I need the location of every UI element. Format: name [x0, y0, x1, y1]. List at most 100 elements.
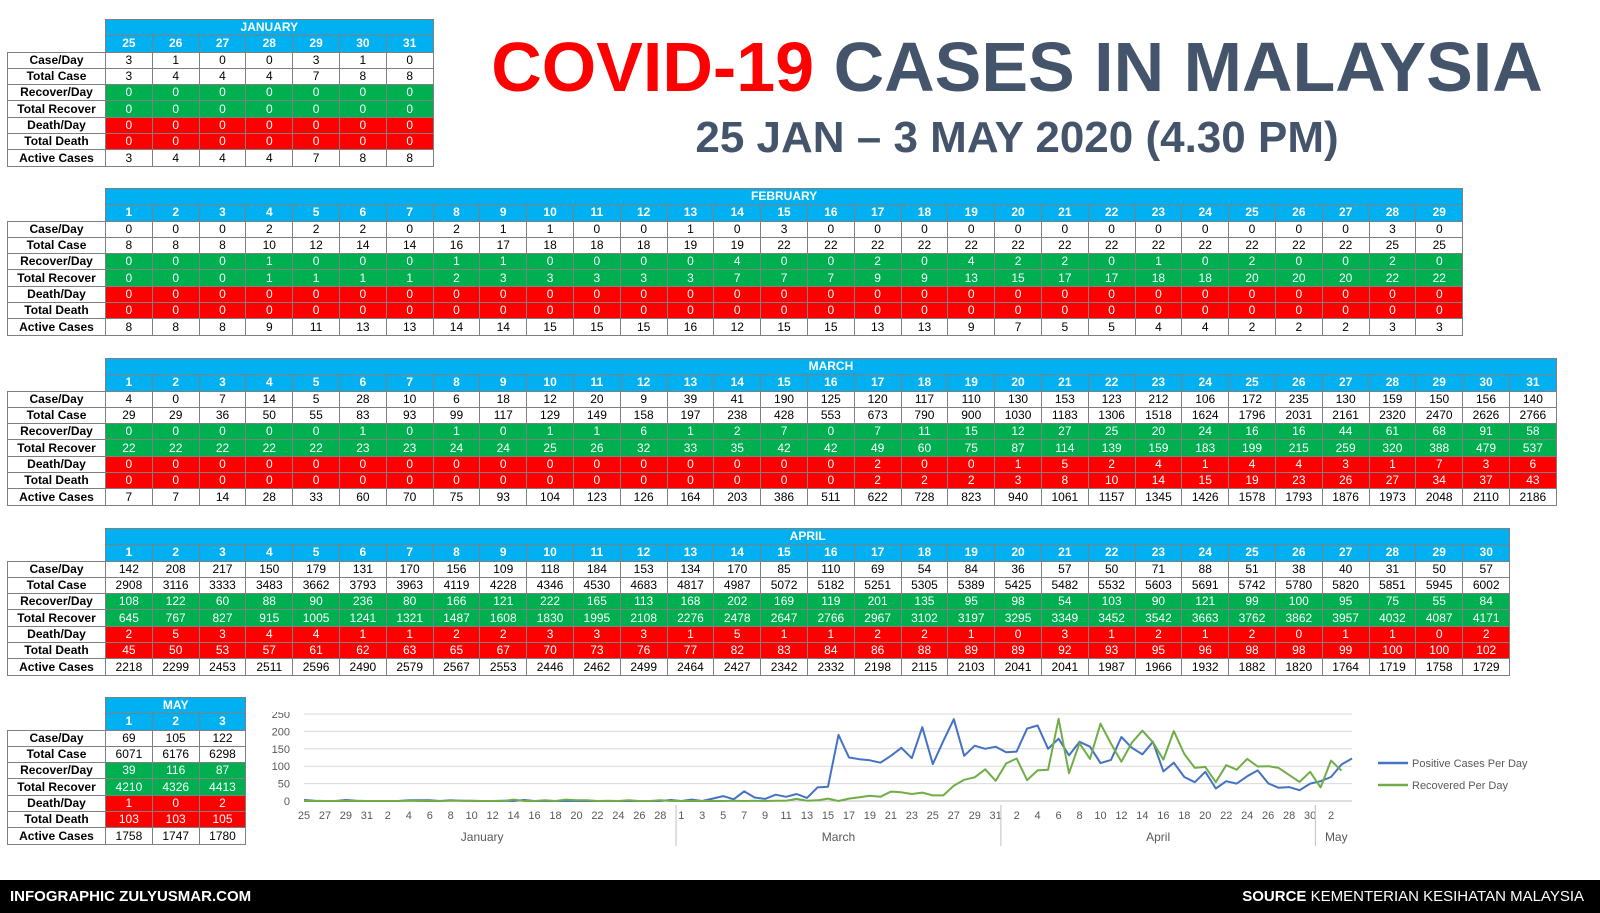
- table-cell: 7: [105, 488, 153, 506]
- table-cell: 0: [853, 285, 902, 304]
- table-cell: 4228: [479, 576, 528, 595]
- table-cell: 14: [385, 236, 434, 255]
- day-header: 10: [526, 204, 574, 222]
- table-cell: 511: [806, 488, 855, 506]
- table-cell: 0: [198, 133, 247, 151]
- x-tick-label: 4: [1035, 810, 1041, 822]
- table-cell: 0: [526, 285, 574, 304]
- day-header: 26: [1274, 204, 1323, 222]
- table-cell: 20: [572, 390, 621, 408]
- blank-cell: [8, 36, 106, 52]
- x-tick-label: 2: [385, 810, 391, 822]
- table-cell: 1: [1321, 625, 1370, 644]
- table-cell: 1518: [1134, 406, 1183, 425]
- x-tick-label: 8: [1076, 810, 1082, 822]
- table-cell: 0: [1274, 220, 1323, 238]
- table-cell: 12: [526, 390, 574, 408]
- row-label: Death/Day: [7, 625, 106, 644]
- table-cell: 0: [198, 100, 247, 118]
- y-tick-label: 100: [272, 761, 290, 773]
- table-cell: 2: [292, 220, 340, 238]
- table-cell: 0: [198, 253, 247, 271]
- table-cell: 0: [385, 51, 434, 69]
- table-cell: 18: [1134, 269, 1183, 287]
- table-cell: 8: [105, 236, 153, 255]
- table-cell: 158: [619, 406, 668, 425]
- table-cell: 0: [1134, 302, 1183, 320]
- table-cell: 68: [1415, 423, 1464, 441]
- day-header: 19: [947, 544, 996, 562]
- table-cell: 117: [479, 406, 528, 425]
- table-cell: 0: [1274, 285, 1323, 304]
- table-cell: 3: [105, 67, 153, 86]
- table-cell: 0: [198, 269, 247, 287]
- table-cell: 50: [1415, 560, 1464, 578]
- table-cell: 940: [994, 488, 1042, 506]
- x-tick-label: 25: [298, 810, 310, 822]
- table-cell: 4032: [1368, 609, 1417, 627]
- table-cell: 22: [853, 236, 902, 255]
- table-cell: 123: [572, 488, 621, 506]
- table-cell: 19: [1228, 472, 1276, 490]
- table-cell: 98: [1228, 642, 1276, 660]
- blank-cell: [8, 545, 106, 561]
- day-header: 2: [151, 204, 200, 222]
- table-row: Total Case 29 29 36 50 55 83 93 99 117 129 149 158 19…: [7, 406, 1557, 425]
- month-title: FEBRUARY: [104, 187, 1464, 206]
- row-label: Total Death: [7, 642, 106, 660]
- table-cell: 4: [105, 390, 153, 408]
- table-cell: 165: [572, 593, 621, 611]
- day-header: 27: [198, 35, 247, 53]
- table-cell: 62: [338, 642, 387, 660]
- table-cell: 0: [760, 302, 808, 320]
- x-tick-label: 16: [1157, 810, 1169, 822]
- table-cell: 0: [338, 285, 387, 304]
- table-cell: 0: [245, 455, 294, 474]
- table-cell: 0: [105, 472, 153, 490]
- table-cell: 38: [1274, 560, 1323, 578]
- table-row: Recover/Day 108 122 60 88 90 236 80 166 121 222 165…: [7, 593, 1511, 611]
- table-cell: 5780: [1274, 576, 1323, 595]
- day-header: 10: [526, 374, 574, 392]
- row-label: Total Case: [7, 576, 106, 595]
- table-cell: 29: [105, 406, 153, 425]
- table-cell: 45: [105, 642, 153, 660]
- table-cell: 2: [1462, 625, 1511, 644]
- table-cell: 26: [572, 439, 621, 457]
- table-cell: 1: [526, 220, 574, 238]
- day-header: 15: [760, 204, 808, 222]
- table-cell: 2: [713, 423, 762, 441]
- table-cell: 10: [1087, 472, 1136, 490]
- table-cell: 5945: [1415, 576, 1464, 595]
- table-cell: 22: [1087, 236, 1136, 255]
- table-cell: 2553: [479, 658, 528, 676]
- x-tick-label: 11: [780, 810, 791, 822]
- row-label: Recover/Day: [7, 253, 106, 271]
- table-cell: 93: [1087, 642, 1136, 660]
- table-cell: 0: [385, 100, 434, 118]
- table-cell: 0: [151, 285, 200, 304]
- table-cell: 1882: [1228, 658, 1276, 676]
- table-cell: 22: [1415, 269, 1464, 287]
- table-cell: 28: [338, 390, 387, 408]
- day-header-row: 1 2 3 4 5 6 7 8 9 10 11 12 13 14 15 16 17 18 19 20 21 22 23 24 2…: [8, 204, 1464, 222]
- table-cell: 4119: [432, 576, 481, 595]
- table-cell: 82: [713, 642, 762, 660]
- day-header: 9: [479, 374, 528, 392]
- table-cell: 170: [713, 560, 762, 578]
- table-cell: 1: [666, 423, 715, 441]
- table-cell: 2: [1368, 253, 1417, 271]
- day-header: 16: [806, 204, 855, 222]
- table-cell: 4683: [619, 576, 668, 595]
- table-cell: 5389: [947, 576, 996, 595]
- table-cell: 103: [151, 811, 200, 829]
- day-header: 18: [900, 374, 949, 392]
- table-cell: 4171: [1462, 609, 1511, 627]
- table-cell: 5425: [994, 576, 1042, 595]
- table-row: Death/Day 0 0 0 0 0 0 0 0 0 0 0 0 0 0 0 0 0 0 0 0 0 0 0 0 0 0 0 0 0: [7, 285, 1464, 304]
- table-cell: 4413: [198, 778, 247, 796]
- table-row: Case/Day 3 1 0 0 3 1 0: [7, 51, 434, 69]
- table-cell: 0: [900, 285, 949, 304]
- table-cell: 1966: [1134, 658, 1183, 676]
- table-cell: 13: [853, 318, 902, 336]
